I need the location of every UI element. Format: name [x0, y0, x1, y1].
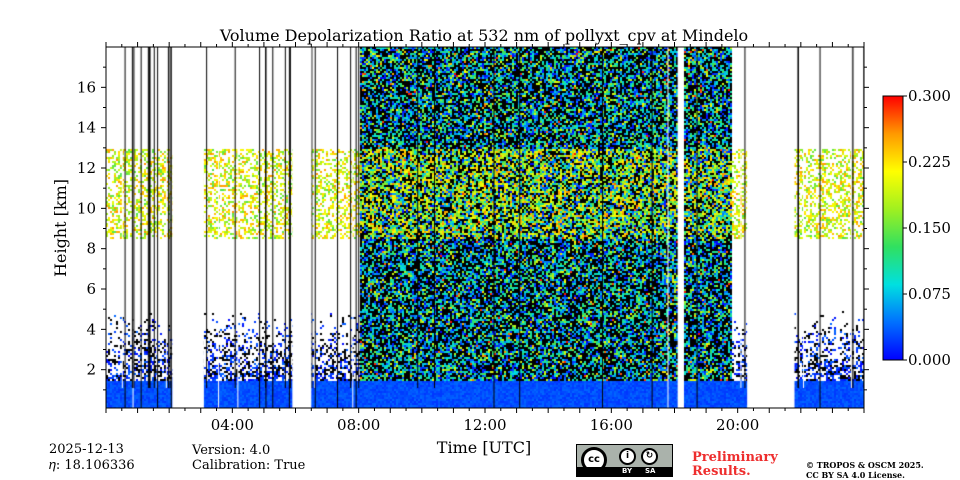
y-tick-label: 2: [86, 361, 96, 379]
plot-area: [105, 46, 865, 409]
y-tick-label: 12: [77, 159, 96, 177]
y-tick-label: 16: [77, 78, 96, 96]
colorbar-gradient: [882, 95, 904, 361]
colorbar: 0.000 0.075 0.150 0.225 0.300: [882, 87, 951, 369]
version-label: Version: 4.0: [192, 443, 271, 458]
badge-by: BY: [622, 467, 633, 475]
colorbar-tick-label: 0.000: [908, 351, 951, 369]
y-axis: 2 4 6 8 10 12 14 16: [77, 66, 869, 391]
x-tick-label: 04:00: [211, 416, 254, 434]
x-tick-label: 20:00: [716, 416, 759, 434]
person-icon: i: [619, 448, 636, 465]
badge-bar: [577, 467, 672, 476]
y-tick-label: 14: [77, 119, 96, 137]
preliminary-line1: Preliminary: [692, 450, 778, 465]
x-axis-label: Time [UTC]: [437, 438, 531, 457]
date-label: 2025-12-13: [49, 442, 124, 457]
colorbar-tick-label: 0.075: [908, 285, 951, 303]
y-tick-label: 4: [86, 320, 96, 338]
y-tick-label: 6: [86, 280, 96, 298]
y-tick-label: 10: [77, 199, 96, 217]
badge-sa: SA: [645, 467, 656, 475]
calibration-label: Calibration: True: [192, 458, 306, 473]
x-tick-label: 12:00: [463, 416, 506, 434]
y-axis-label: Height [km]: [51, 179, 70, 277]
depolarization-heatmap: [106, 47, 864, 408]
y-tick-label: 8: [86, 240, 96, 258]
colorbar-tick-label: 0.150: [908, 219, 951, 237]
chart-title: Volume Depolarization Ratio at 532 nm of…: [219, 26, 748, 45]
eta-label: 𝜂: 18.106336: [49, 458, 135, 473]
cc-license-badge: cc i ↻ BY SA: [576, 444, 673, 477]
share-alike-icon: ↻: [641, 448, 658, 465]
x-axis: 04:00 08:00 12:00 16:00 20:00: [105, 42, 865, 434]
copyright-line2: CC BY SA 4.0 License.: [806, 470, 905, 480]
x-tick-label: 08:00: [337, 416, 380, 434]
colorbar-tick-label: 0.225: [908, 153, 951, 171]
colorbar-tick-label: 0.300: [908, 87, 951, 105]
preliminary-line2: Results.: [692, 464, 751, 479]
x-tick-label: 16:00: [590, 416, 633, 434]
copyright-line1: © TROPOS & OSCM 2025.: [806, 460, 924, 470]
